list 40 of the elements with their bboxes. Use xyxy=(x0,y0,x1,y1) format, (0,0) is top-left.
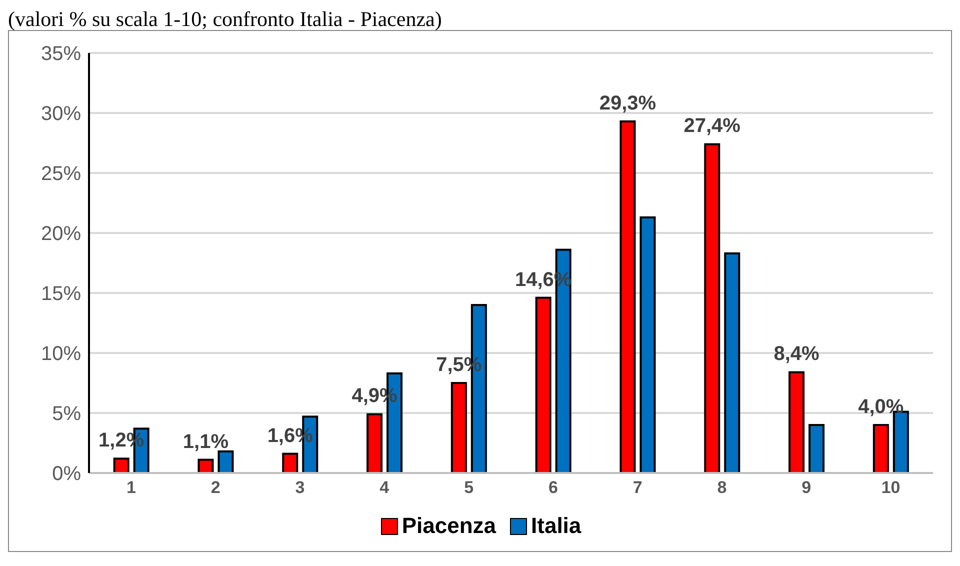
data-label: 1,1% xyxy=(182,430,229,453)
data-label: 29,3% xyxy=(599,92,656,114)
data-label: 27,4% xyxy=(684,115,741,138)
data-label: 8,4% xyxy=(774,343,820,366)
y-tick-label: 0% xyxy=(52,463,82,486)
bar xyxy=(872,424,889,473)
x-tick-label: 1 xyxy=(126,478,136,498)
x-tick-label: 4 xyxy=(380,478,390,498)
x-tick-label: 6 xyxy=(548,478,558,498)
legend-label: Italia xyxy=(531,513,582,539)
bar xyxy=(282,452,298,473)
x-tick-label: 3 xyxy=(295,478,305,498)
bar xyxy=(808,424,825,473)
x-tick-label: 2 xyxy=(210,478,220,498)
x-tick-label: 8 xyxy=(717,478,727,498)
x-tick-label: 5 xyxy=(464,478,474,498)
bar xyxy=(724,252,740,473)
y-tick-label: 15% xyxy=(40,283,82,306)
legend-label: Piacenza xyxy=(402,513,496,539)
data-label: 4,0% xyxy=(858,396,904,418)
y-tick-label: 20% xyxy=(40,223,82,246)
bar xyxy=(620,120,636,473)
bar xyxy=(788,371,805,473)
y-tick-label: 30% xyxy=(40,103,82,126)
bar xyxy=(218,450,234,473)
chart-subtitle: (valori % su scala 1-10; confronto Italia - Piacenza) xyxy=(8,7,443,31)
x-tick-label: 7 xyxy=(632,478,642,498)
bar xyxy=(450,382,467,473)
y-tick-label: 25% xyxy=(40,163,82,186)
y-tick-label: 5% xyxy=(52,403,82,426)
bar xyxy=(704,143,720,473)
bar xyxy=(535,296,552,473)
y-tick-label: 10% xyxy=(40,343,82,366)
bar xyxy=(198,458,214,473)
bar xyxy=(640,216,656,473)
y-tick-label: 35% xyxy=(40,43,82,66)
x-tick-label: 10 xyxy=(881,478,900,498)
bar xyxy=(113,458,130,473)
bar xyxy=(366,413,383,473)
x-tick-label: 9 xyxy=(802,478,812,498)
